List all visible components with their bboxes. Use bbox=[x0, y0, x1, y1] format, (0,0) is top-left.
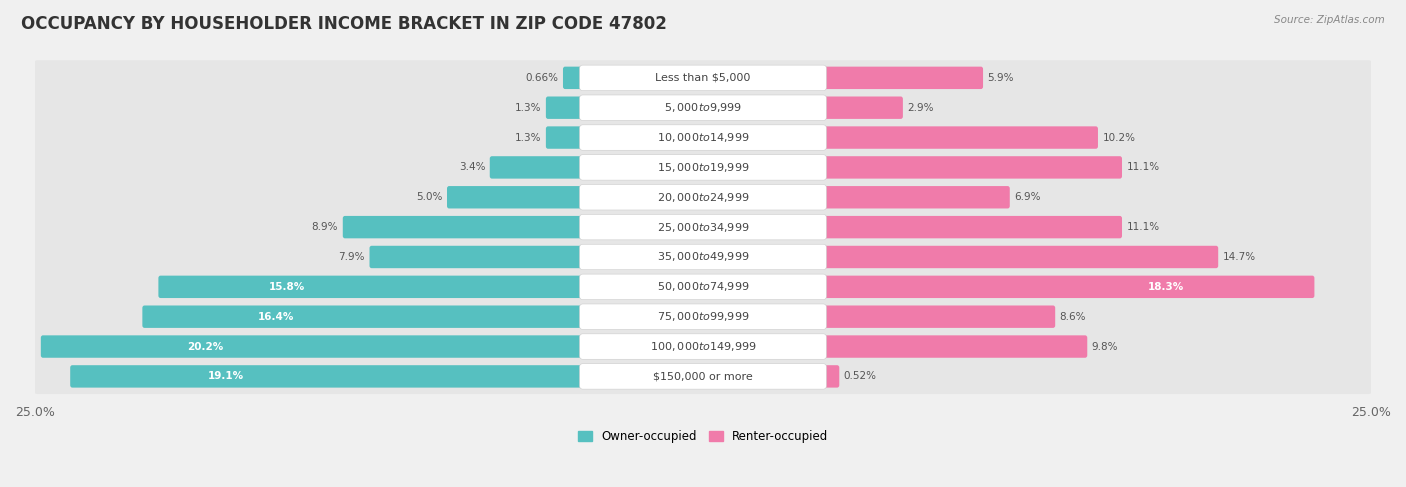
FancyBboxPatch shape bbox=[579, 274, 827, 300]
FancyBboxPatch shape bbox=[70, 365, 585, 388]
FancyBboxPatch shape bbox=[34, 359, 1372, 394]
FancyBboxPatch shape bbox=[821, 96, 903, 119]
FancyBboxPatch shape bbox=[34, 269, 1372, 304]
Text: 15.8%: 15.8% bbox=[269, 282, 305, 292]
Text: 8.6%: 8.6% bbox=[1060, 312, 1087, 322]
FancyBboxPatch shape bbox=[579, 155, 827, 180]
FancyBboxPatch shape bbox=[821, 305, 1054, 328]
FancyBboxPatch shape bbox=[159, 276, 585, 298]
Text: 3.4%: 3.4% bbox=[458, 162, 485, 172]
FancyBboxPatch shape bbox=[579, 214, 827, 240]
FancyBboxPatch shape bbox=[562, 67, 585, 89]
FancyBboxPatch shape bbox=[34, 120, 1372, 155]
Text: 9.8%: 9.8% bbox=[1092, 341, 1118, 352]
Text: Less than $5,000: Less than $5,000 bbox=[655, 73, 751, 83]
Text: $35,000 to $49,999: $35,000 to $49,999 bbox=[657, 250, 749, 263]
FancyBboxPatch shape bbox=[821, 186, 1010, 208]
Text: 16.4%: 16.4% bbox=[257, 312, 294, 322]
Text: $10,000 to $14,999: $10,000 to $14,999 bbox=[657, 131, 749, 144]
FancyBboxPatch shape bbox=[34, 240, 1372, 275]
Text: 6.9%: 6.9% bbox=[1014, 192, 1040, 202]
FancyBboxPatch shape bbox=[579, 95, 827, 120]
Text: 7.9%: 7.9% bbox=[339, 252, 366, 262]
FancyBboxPatch shape bbox=[821, 336, 1087, 358]
FancyBboxPatch shape bbox=[546, 96, 585, 119]
FancyBboxPatch shape bbox=[447, 186, 585, 208]
FancyBboxPatch shape bbox=[546, 126, 585, 149]
FancyBboxPatch shape bbox=[821, 246, 1218, 268]
FancyBboxPatch shape bbox=[41, 336, 585, 358]
Text: Source: ZipAtlas.com: Source: ZipAtlas.com bbox=[1274, 15, 1385, 25]
Text: 11.1%: 11.1% bbox=[1126, 222, 1160, 232]
Text: 11.1%: 11.1% bbox=[1126, 162, 1160, 172]
FancyBboxPatch shape bbox=[489, 156, 585, 179]
Text: $25,000 to $34,999: $25,000 to $34,999 bbox=[657, 221, 749, 234]
Text: 5.9%: 5.9% bbox=[987, 73, 1014, 83]
Text: $75,000 to $99,999: $75,000 to $99,999 bbox=[657, 310, 749, 323]
Text: OCCUPANCY BY HOUSEHOLDER INCOME BRACKET IN ZIP CODE 47802: OCCUPANCY BY HOUSEHOLDER INCOME BRACKET … bbox=[21, 15, 666, 33]
FancyBboxPatch shape bbox=[579, 65, 827, 91]
FancyBboxPatch shape bbox=[821, 216, 1122, 238]
Text: $20,000 to $24,999: $20,000 to $24,999 bbox=[657, 191, 749, 204]
Text: 5.0%: 5.0% bbox=[416, 192, 443, 202]
FancyBboxPatch shape bbox=[579, 304, 827, 329]
Legend: Owner-occupied, Renter-occupied: Owner-occupied, Renter-occupied bbox=[578, 430, 828, 443]
Text: 10.2%: 10.2% bbox=[1102, 132, 1136, 143]
FancyBboxPatch shape bbox=[34, 329, 1372, 364]
Text: 18.3%: 18.3% bbox=[1147, 282, 1184, 292]
Text: $15,000 to $19,999: $15,000 to $19,999 bbox=[657, 161, 749, 174]
FancyBboxPatch shape bbox=[579, 364, 827, 389]
FancyBboxPatch shape bbox=[34, 180, 1372, 215]
FancyBboxPatch shape bbox=[821, 126, 1098, 149]
Text: 19.1%: 19.1% bbox=[208, 372, 243, 381]
FancyBboxPatch shape bbox=[579, 125, 827, 150]
FancyBboxPatch shape bbox=[34, 299, 1372, 334]
FancyBboxPatch shape bbox=[370, 246, 585, 268]
FancyBboxPatch shape bbox=[821, 156, 1122, 179]
FancyBboxPatch shape bbox=[34, 209, 1372, 245]
Text: $5,000 to $9,999: $5,000 to $9,999 bbox=[664, 101, 742, 114]
FancyBboxPatch shape bbox=[821, 365, 839, 388]
Text: 1.3%: 1.3% bbox=[515, 103, 541, 112]
Text: 20.2%: 20.2% bbox=[187, 341, 224, 352]
Text: $150,000 or more: $150,000 or more bbox=[654, 372, 752, 381]
FancyBboxPatch shape bbox=[34, 90, 1372, 125]
Text: 1.3%: 1.3% bbox=[515, 132, 541, 143]
FancyBboxPatch shape bbox=[343, 216, 585, 238]
Text: $50,000 to $74,999: $50,000 to $74,999 bbox=[657, 281, 749, 293]
Text: 0.52%: 0.52% bbox=[844, 372, 877, 381]
Text: 8.9%: 8.9% bbox=[312, 222, 339, 232]
Text: $100,000 to $149,999: $100,000 to $149,999 bbox=[650, 340, 756, 353]
FancyBboxPatch shape bbox=[821, 276, 1315, 298]
FancyBboxPatch shape bbox=[579, 244, 827, 270]
FancyBboxPatch shape bbox=[579, 185, 827, 210]
Text: 0.66%: 0.66% bbox=[526, 73, 558, 83]
FancyBboxPatch shape bbox=[579, 334, 827, 359]
Text: 14.7%: 14.7% bbox=[1223, 252, 1256, 262]
Text: 2.9%: 2.9% bbox=[907, 103, 934, 112]
FancyBboxPatch shape bbox=[821, 67, 983, 89]
FancyBboxPatch shape bbox=[142, 305, 585, 328]
FancyBboxPatch shape bbox=[34, 60, 1372, 95]
FancyBboxPatch shape bbox=[34, 150, 1372, 185]
